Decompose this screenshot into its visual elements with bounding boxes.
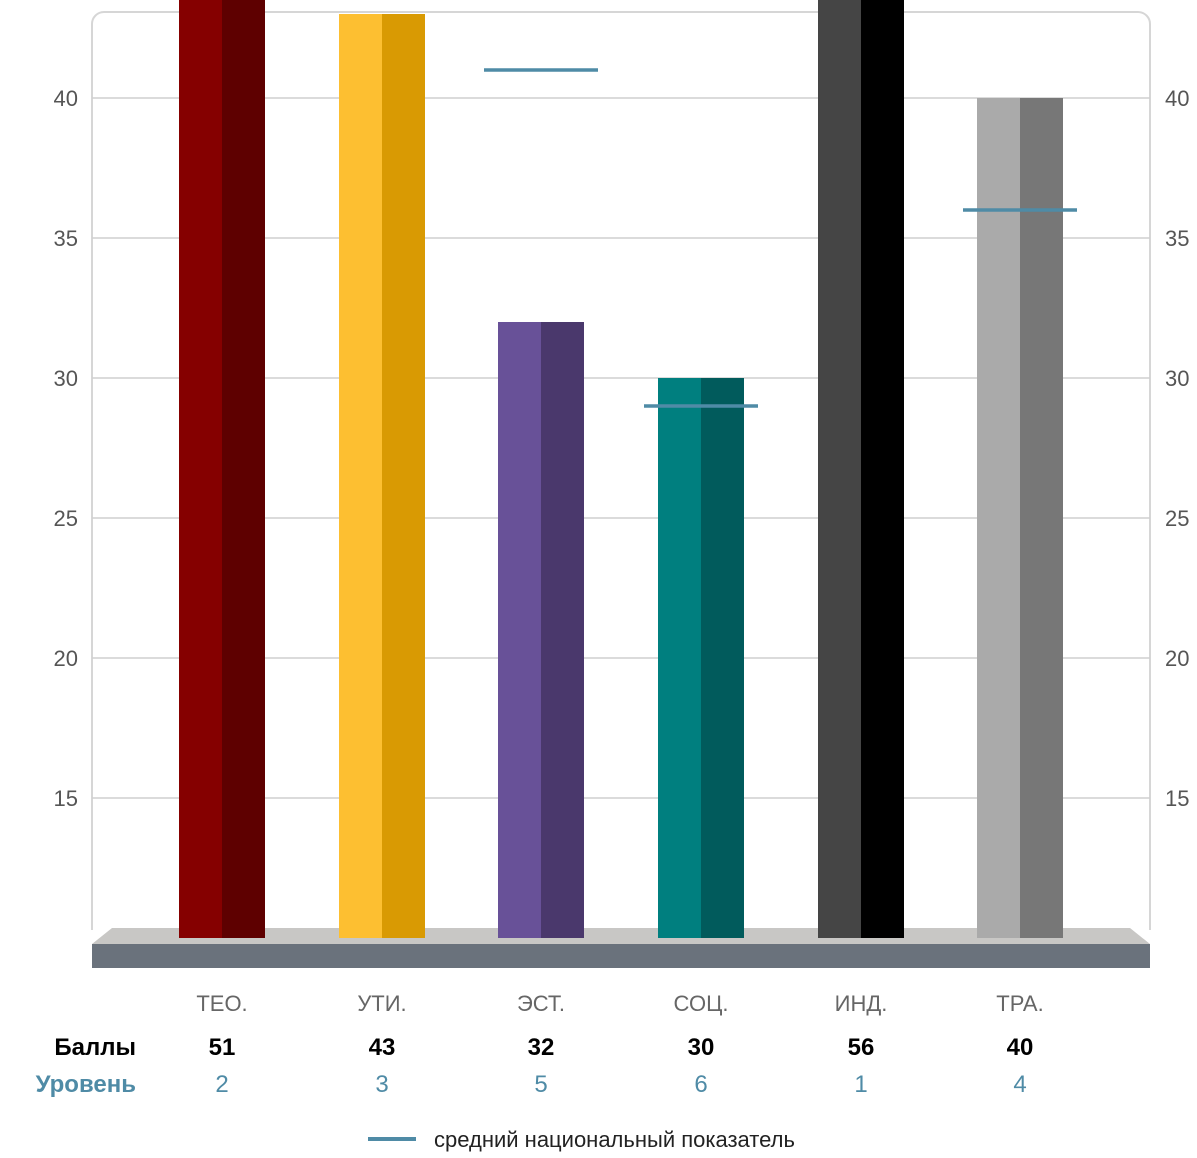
- y-tick-label-left: 15: [54, 786, 78, 811]
- y-tick-label-right: 40: [1165, 86, 1189, 111]
- y-axis-right: 152025303540455055606570: [1165, 86, 1189, 811]
- y-tick-label-right: 15: [1165, 786, 1189, 811]
- score-value: 32: [528, 1034, 555, 1061]
- y-tick-label-left: 40: [54, 86, 78, 111]
- score-value: 56: [848, 1034, 875, 1061]
- y-tick-label-right: 20: [1165, 646, 1189, 671]
- category-label: ЭСТ.: [517, 991, 565, 1016]
- bars: [179, 0, 1063, 938]
- level-value: 2: [215, 1071, 228, 1098]
- bar-3-dark: [541, 322, 584, 938]
- y-tick-label-left: 25: [54, 506, 78, 531]
- score-values: 51 43 32 30 56 40: [209, 1034, 1034, 1061]
- score-value: 43: [369, 1034, 396, 1061]
- average-lines: [484, 68, 1077, 408]
- category-label: УТИ.: [357, 991, 406, 1016]
- bar-6-dark: [1020, 98, 1063, 938]
- legend-label: средний национальный показатель: [434, 1127, 795, 1152]
- bar-1-light: [179, 0, 222, 938]
- score-value: 40: [1007, 1034, 1034, 1061]
- y-tick-label-right: 35: [1165, 226, 1189, 251]
- level-value: 1: [854, 1071, 867, 1098]
- level-value: 6: [694, 1071, 707, 1098]
- bar-3-light: [498, 322, 541, 938]
- bar-6-light: [977, 98, 1020, 938]
- y-tick-label-right: 30: [1165, 366, 1189, 391]
- category-labels: ТЕО. УТИ. ЭСТ. СОЦ. ИНД. ТРА.: [196, 991, 1043, 1016]
- bar-1-dark: [222, 0, 265, 938]
- y-tick-label-right: 25: [1165, 506, 1189, 531]
- level-value: 5: [534, 1071, 547, 1098]
- bar-5-dark: [861, 0, 904, 938]
- level-values: 2 3 5 6 1 4: [215, 1071, 1026, 1098]
- bar-2-light: [339, 14, 382, 938]
- y-tick-label-left: 35: [54, 226, 78, 251]
- y-tick-label-left: 30: [54, 366, 78, 391]
- level-value: 4: [1013, 1071, 1026, 1098]
- bar-5-light: [818, 0, 861, 938]
- level-value: 3: [375, 1071, 388, 1098]
- floor-front: [92, 944, 1150, 968]
- category-label: ТЕО.: [196, 991, 247, 1016]
- category-label: ТРА.: [996, 991, 1043, 1016]
- bar-4-dark: [701, 378, 744, 938]
- bar-4-light: [658, 378, 701, 938]
- y-axis-left: 152025303540455055606570: [54, 86, 78, 811]
- category-label: СОЦ.: [674, 991, 729, 1016]
- y-tick-label-left: 20: [54, 646, 78, 671]
- score-value: 51: [209, 1034, 236, 1061]
- bar-2-dark: [382, 14, 425, 938]
- grid-lines: [92, 97, 1150, 799]
- level-row-label: Уровень: [36, 1071, 136, 1098]
- score-row-label: Баллы: [54, 1034, 136, 1061]
- score-value: 30: [688, 1034, 715, 1061]
- category-label: ИНД.: [835, 991, 888, 1016]
